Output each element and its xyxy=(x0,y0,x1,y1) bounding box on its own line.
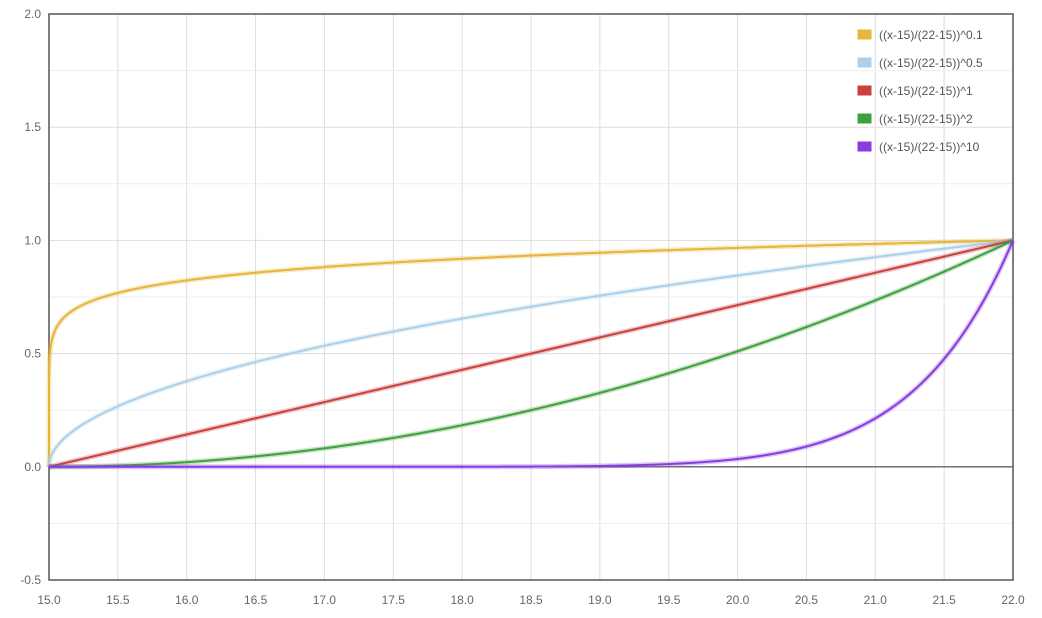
legend-label: ((x-15)/(22-15))^2 xyxy=(879,112,973,126)
y-tick-label: 1.5 xyxy=(24,120,41,134)
legend-swatch xyxy=(856,28,873,41)
x-tick-label: 16.0 xyxy=(175,593,199,607)
y-tick-label: 2.0 xyxy=(24,7,41,21)
y-tick-label: 0.0 xyxy=(24,460,41,474)
x-tick-label: 21.0 xyxy=(864,593,888,607)
x-tick-label: 19.5 xyxy=(657,593,681,607)
x-tick-label: 17.5 xyxy=(382,593,406,607)
legend-swatch xyxy=(856,140,873,153)
grid-lines xyxy=(48,13,1014,581)
legend-item[interactable]: ((x-15)/(22-15))^10 xyxy=(856,140,980,154)
y-tick-label: 1.0 xyxy=(24,233,41,247)
series-line xyxy=(48,239,1014,468)
legend-label: ((x-15)/(22-15))^1 xyxy=(879,84,973,98)
series-lines xyxy=(46,237,1016,470)
series-group xyxy=(46,237,1014,467)
series-line xyxy=(48,239,1014,467)
x-tick-label: 15.0 xyxy=(37,593,61,607)
legend-swatch xyxy=(856,56,873,69)
legend-swatch xyxy=(856,84,873,97)
legend[interactable]: ((x-15)/(22-15))^0.1 ((x-15)/(22-15))^0.5… xyxy=(856,28,983,154)
x-tick-label: 20.5 xyxy=(795,593,819,607)
x-tick-label: 18.5 xyxy=(519,593,543,607)
x-tick-label: 15.5 xyxy=(106,593,130,607)
series-group xyxy=(46,237,1014,470)
series-group xyxy=(46,239,1016,470)
legend-label: ((x-15)/(22-15))^0.1 xyxy=(879,28,983,42)
legend-item[interactable]: ((x-15)/(22-15))^1 xyxy=(856,84,973,98)
y-tick-label: 0.5 xyxy=(24,347,41,361)
x-tick-label: 22.0 xyxy=(1001,593,1025,607)
plot-frame xyxy=(48,13,1014,581)
series-line xyxy=(48,240,1014,468)
legend-swatch xyxy=(856,112,873,125)
x-tick-label: 20.0 xyxy=(726,593,750,607)
x-tick-label: 19.0 xyxy=(588,593,612,607)
x-tick-label: 16.5 xyxy=(244,593,268,607)
x-tick-label: 21.5 xyxy=(932,593,956,607)
legend-label: ((x-15)/(22-15))^0.5 xyxy=(879,56,983,70)
axes: 15.0 15.5 16.0 16.5 17.0 17.5 18.0 18.5 19.0 19.5… xyxy=(20,7,1025,607)
x-tick-label: 18.0 xyxy=(450,593,474,607)
legend-item[interactable]: ((x-15)/(22-15))^0.1 xyxy=(856,28,983,42)
x-tick-label: 17.0 xyxy=(313,593,337,607)
legend-label: ((x-15)/(22-15))^10 xyxy=(879,140,980,154)
legend-item[interactable]: ((x-15)/(22-15))^0.5 xyxy=(856,56,983,70)
series-line xyxy=(48,239,1014,468)
legend-item[interactable]: ((x-15)/(22-15))^2 xyxy=(856,112,973,126)
y-tick-label: -0.5 xyxy=(20,573,41,587)
series-group xyxy=(46,237,1014,470)
